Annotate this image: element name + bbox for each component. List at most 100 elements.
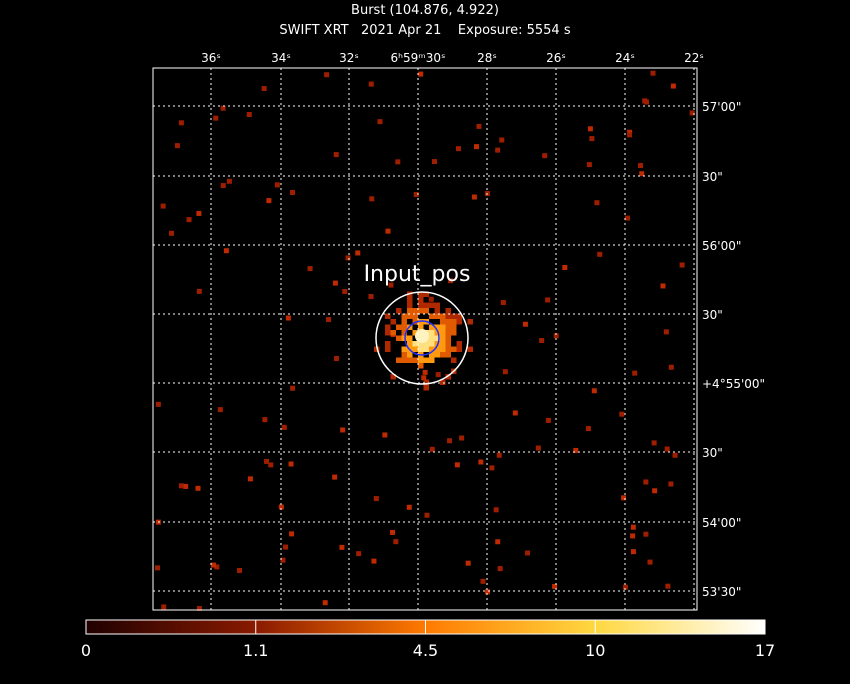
pixel: [396, 324, 402, 330]
pixel: [289, 531, 295, 537]
pixel: [587, 126, 593, 132]
pixel: [525, 550, 531, 556]
pixel: [434, 324, 440, 330]
pixel: [495, 147, 501, 153]
pixel: [423, 302, 429, 308]
pixel: [345, 255, 351, 261]
pixel: [434, 341, 440, 347]
colorbar-label: 1.1: [243, 641, 268, 660]
pixel: [371, 558, 377, 564]
pixel: [672, 452, 678, 458]
pixel: [418, 291, 424, 297]
pixel: [418, 346, 424, 352]
pixel: [262, 417, 268, 423]
pixel: [451, 324, 457, 330]
pixel: [689, 110, 695, 116]
pixel: [429, 324, 435, 330]
pixel: [424, 512, 430, 518]
pixel: [650, 70, 656, 76]
pixel: [627, 132, 633, 138]
pixel: [643, 531, 649, 537]
pixel: [214, 564, 220, 570]
pixel: [407, 341, 413, 347]
pixel: [429, 313, 435, 319]
pixel: [393, 539, 399, 545]
grid: [153, 68, 697, 610]
pixel: [423, 357, 429, 363]
pixel: [385, 228, 391, 234]
pixel: [562, 264, 568, 270]
pixel: [552, 583, 558, 589]
pixel: [322, 600, 328, 606]
pixel: [407, 357, 413, 363]
pixel: [471, 194, 477, 200]
pixel: [594, 200, 600, 206]
right-tick-label: +4°55'00": [702, 377, 765, 391]
right-tick-label: 57'00": [702, 100, 741, 114]
pixel: [647, 559, 653, 565]
pixel: [412, 330, 418, 336]
pixel: [459, 435, 465, 441]
pixel: [539, 338, 545, 344]
pixel: [627, 129, 633, 135]
pixel: [496, 452, 502, 458]
pixel: [390, 319, 396, 325]
top-tick-label: 6ʰ59ᵐ30ˢ: [391, 51, 446, 65]
pixel: [535, 445, 541, 451]
top-tick-label: 28ˢ: [477, 51, 497, 65]
pixel: [418, 71, 424, 77]
pixel: [385, 324, 391, 330]
pixel: [226, 178, 232, 184]
title: Burst (104.876, 4.922): [351, 3, 499, 18]
pixel: [274, 182, 280, 188]
pixel: [480, 578, 486, 584]
pixel: [412, 346, 418, 352]
pixel: [670, 83, 676, 89]
pixel: [652, 488, 658, 494]
pixel: [406, 504, 412, 510]
pixel: [288, 461, 294, 467]
pixel: [423, 308, 429, 314]
top-tick-label: 24ˢ: [615, 51, 635, 65]
pixel: [339, 544, 345, 550]
pixel: [451, 346, 457, 352]
core: [415, 329, 429, 343]
pixel: [178, 483, 184, 489]
pixel: [440, 313, 446, 319]
pixel: [401, 357, 407, 363]
pixel: [155, 565, 161, 571]
pixel: [434, 335, 440, 341]
pixel: [643, 479, 649, 485]
pixel: [630, 533, 636, 539]
pixel: [223, 248, 229, 254]
pixel: [440, 346, 446, 352]
pixel: [418, 297, 424, 303]
pixel: [476, 123, 482, 129]
pixel: [445, 374, 451, 380]
colorbar-label: 0: [81, 641, 91, 660]
pixel: [429, 446, 435, 452]
pixel: [545, 297, 551, 303]
colorbar-label: 10: [585, 641, 605, 660]
pixel: [390, 529, 396, 535]
pixel: [213, 115, 219, 121]
pixel: [668, 481, 674, 487]
pixel: [388, 282, 394, 288]
pixel: [390, 330, 396, 336]
pixel: [407, 308, 413, 314]
pixel: [333, 356, 339, 362]
pixel: [401, 346, 407, 352]
pixel: [412, 341, 418, 347]
pixel: [407, 302, 413, 308]
pixel: [665, 583, 671, 589]
pixel: [589, 136, 595, 142]
pixel: [445, 319, 451, 325]
pixel: [542, 153, 548, 159]
pixel: [447, 438, 453, 444]
pixel: [418, 324, 424, 330]
psf-circle: [404, 320, 440, 356]
pixel: [429, 341, 435, 347]
pixel: [369, 196, 375, 202]
pixel: [326, 317, 332, 323]
pixel: [679, 262, 685, 268]
